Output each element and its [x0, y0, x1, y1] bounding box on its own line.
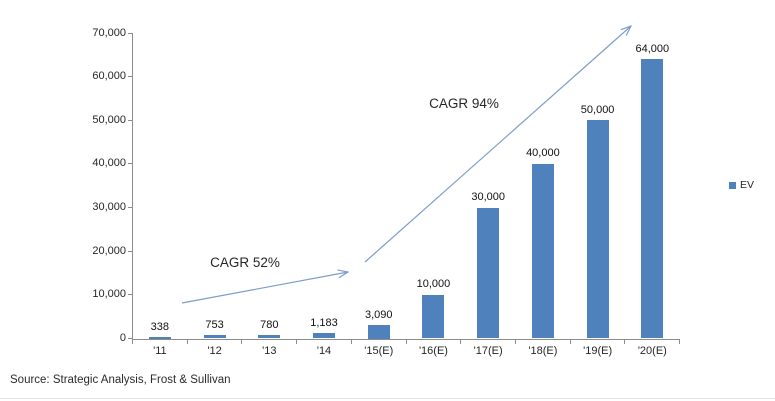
- y-axis-tick-label: 20,000: [92, 244, 126, 257]
- x-axis-tick: [132, 339, 133, 344]
- bar-value-label: 3,090: [364, 308, 393, 321]
- bar-15E: [367, 325, 390, 339]
- x-axis-tick: [460, 339, 462, 344]
- x-axis-tick: [679, 339, 681, 344]
- x-axis-tick: [186, 339, 188, 344]
- y-axis-tick-label: 60,000: [92, 70, 126, 83]
- x-axis-tick: [241, 339, 243, 344]
- x-axis-category-label: '17(E): [473, 344, 503, 357]
- y-axis-tick-label: 0: [119, 332, 126, 344]
- bar-value-label: 40,000: [526, 147, 560, 160]
- x-axis-tick: [350, 339, 352, 344]
- bar-19E: [586, 120, 609, 339]
- y-axis-tick-label: 70,000: [92, 26, 126, 39]
- y-axis-tick: [127, 119, 132, 121]
- bar-11: [148, 337, 171, 339]
- y-axis-line: [132, 33, 133, 340]
- y-axis-tick: [127, 294, 132, 296]
- bar-value-label: 64,000: [635, 42, 670, 55]
- x-axis-category-label: '19(E): [583, 344, 613, 357]
- bottom-edge-divider: [0, 398, 775, 399]
- x-axis-category-label: '15(E): [364, 344, 394, 357]
- legend: EV: [729, 180, 754, 191]
- y-axis-tick: [127, 32, 132, 34]
- cagr-94-label: CAGR 94%: [429, 96, 499, 111]
- x-axis-category-label: '16(E): [418, 344, 448, 357]
- cagr-52-arrow: [181, 272, 348, 304]
- x-axis-category-label: '13: [262, 344, 277, 357]
- x-axis-category-label: '11: [153, 344, 167, 357]
- y-axis-tick: [127, 250, 132, 252]
- legend-swatch-icon: [729, 182, 736, 189]
- y-axis-tick-label: 50,000: [92, 113, 126, 126]
- bar-18E: [531, 163, 554, 339]
- x-axis-line: [132, 338, 681, 340]
- bar-value-label: 30,000: [471, 191, 505, 204]
- x-axis-tick: [296, 339, 298, 344]
- bar-16E: [422, 294, 445, 339]
- x-axis-tick: [515, 339, 517, 344]
- x-axis-category-label: '20(E): [637, 344, 667, 357]
- bar-17E: [477, 207, 500, 339]
- x-axis-tick: [624, 339, 626, 344]
- bar-value-label: 50,000: [580, 103, 615, 116]
- bar-20E: [641, 59, 664, 339]
- y-axis-tick: [127, 163, 132, 165]
- cagr-52-label: CAGR 52%: [210, 255, 280, 270]
- x-axis-category-label: '14: [316, 344, 332, 357]
- y-axis-tick-label: 40,000: [92, 157, 126, 170]
- bar-value-label: 338: [150, 320, 170, 333]
- x-axis-tick: [405, 339, 407, 344]
- bar-12: [203, 335, 226, 339]
- bar-value-label: 753: [205, 318, 224, 331]
- y-axis-tick: [127, 338, 132, 339]
- source-note: Source: Strategic Analysis, Frost & Sull…: [10, 374, 231, 386]
- y-axis-tick-label: 10,000: [92, 288, 126, 301]
- x-axis-category-label: '18(E): [528, 344, 558, 357]
- y-axis-tick: [127, 207, 132, 209]
- bar-14: [313, 333, 336, 339]
- bar-13: [258, 335, 281, 339]
- bar-value-label: 10,000: [416, 278, 451, 291]
- x-axis-category-label: '12: [207, 344, 222, 357]
- y-axis-tick-label: 30,000: [92, 201, 126, 214]
- x-axis-tick: [569, 339, 571, 344]
- y-axis-tick: [127, 76, 132, 78]
- legend-label: EV: [740, 179, 755, 191]
- bar-value-label: 780: [260, 318, 279, 331]
- bar-value-label: 1,183: [310, 316, 338, 329]
